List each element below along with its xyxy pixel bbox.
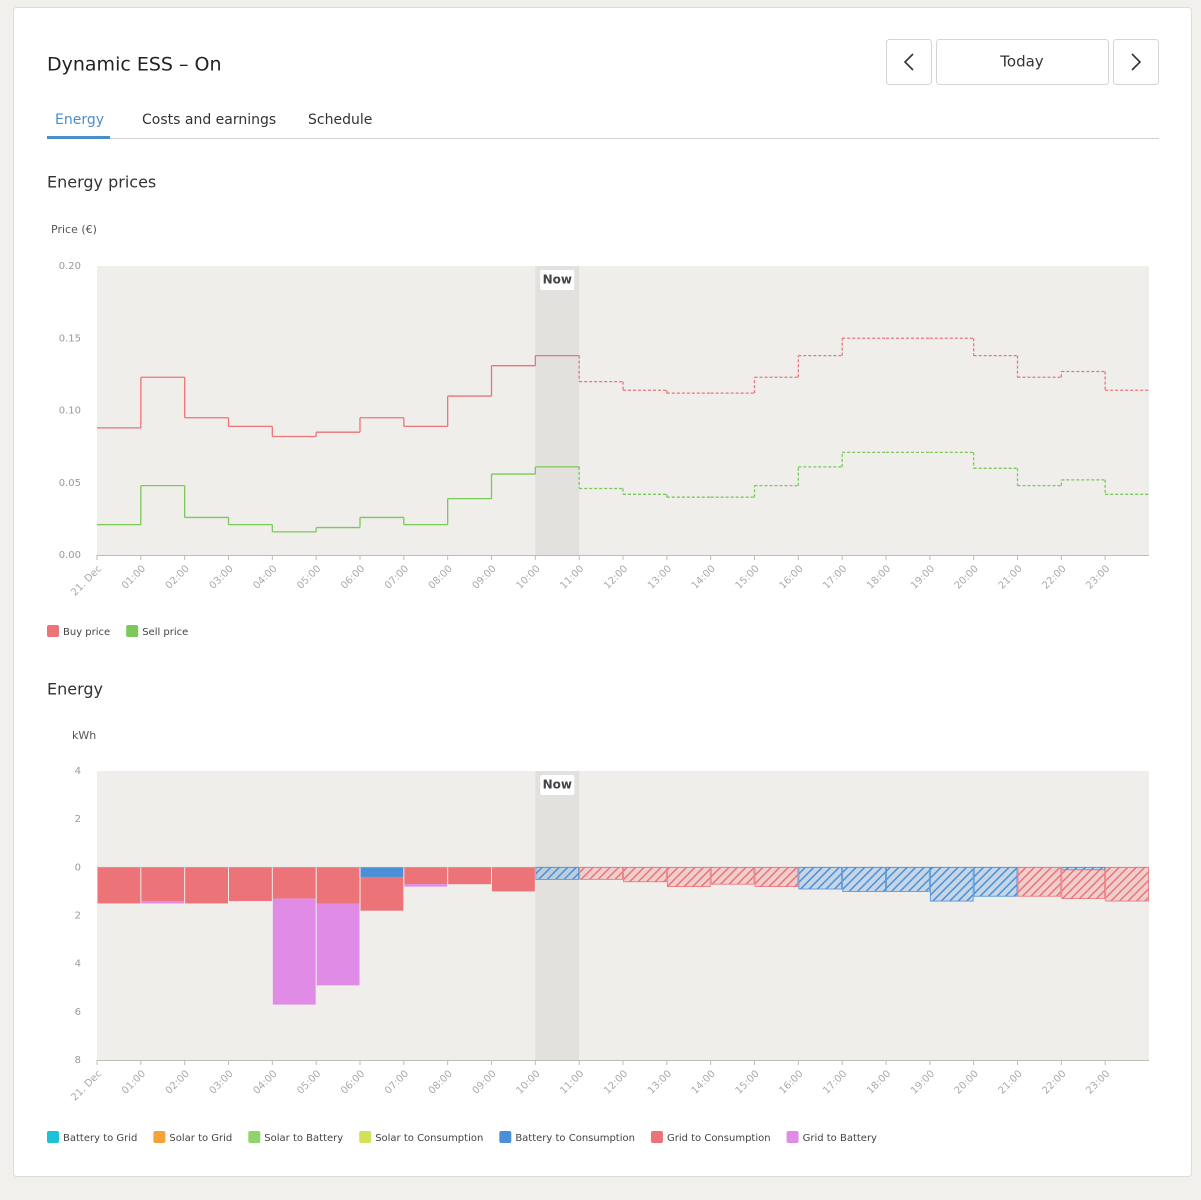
now-badge	[540, 270, 575, 290]
now-badge	[540, 775, 575, 795]
energy-bar	[886, 866, 930, 892]
energy-bar	[929, 866, 974, 902]
now-band	[535, 771, 580, 1060]
energy-bar	[1017, 866, 1062, 897]
legend-swatch	[47, 1131, 59, 1143]
legend-label: Sell price	[142, 627, 188, 638]
energy-bar	[448, 867, 491, 885]
y-tick-label: 0.05	[59, 478, 81, 489]
y-tick-label: 4	[75, 766, 81, 777]
tab[interactable]: Schedule	[308, 112, 372, 128]
energy-bar	[579, 866, 623, 880]
y-tick-label: 2	[75, 911, 81, 922]
energy-bar	[973, 866, 1018, 897]
page-title: Dynamic ESS – On	[47, 54, 222, 76]
y-tick-label: 0.15	[59, 333, 81, 344]
energy-bar	[97, 867, 141, 904]
energy-bar	[360, 867, 404, 877]
y-tick-label: 6	[75, 1007, 81, 1018]
plot-area	[97, 771, 1149, 1060]
energy-bar	[404, 867, 448, 885]
y-axis-label: Price (€)	[51, 223, 97, 236]
legend-label: Battery to Grid	[63, 1133, 137, 1144]
plot-area	[97, 266, 1149, 555]
energy-bar	[798, 866, 843, 890]
energy-bar	[141, 901, 185, 904]
legend-swatch	[248, 1131, 261, 1143]
legend-swatch	[126, 625, 139, 637]
energy-bar	[666, 866, 711, 887]
legend-swatch	[650, 1131, 663, 1143]
legend-label: Grid to Battery	[803, 1133, 877, 1144]
now-label: Now	[543, 778, 572, 792]
prev-button-box[interactable]	[886, 39, 932, 85]
energy-bar	[710, 866, 755, 885]
energy-bar	[623, 866, 667, 883]
energy-bar	[272, 867, 316, 899]
legend-label: Battery to Consumption	[515, 1133, 635, 1144]
energy-bar	[535, 866, 580, 880]
y-tick-label: 0	[75, 862, 81, 873]
date-button-box[interactable]	[936, 39, 1109, 85]
legend-label: Solar to Grid	[169, 1133, 232, 1144]
y-tick-label: 0.10	[59, 406, 81, 417]
legend-swatch	[499, 1131, 512, 1143]
tab[interactable]: Costs and earnings	[142, 112, 276, 128]
prev-icon	[903, 53, 914, 71]
now-label: Now	[543, 273, 572, 287]
now-band	[535, 266, 580, 555]
energy-bar	[1061, 869, 1106, 900]
next-icon	[1131, 53, 1142, 71]
y-tick-label: 2	[75, 814, 81, 825]
energy-bar	[185, 867, 228, 904]
legend-label: Grid to Consumption	[667, 1133, 771, 1144]
energy-bar	[316, 903, 360, 986]
section-title: Energy prices	[47, 173, 156, 192]
next-button-box[interactable]	[1113, 39, 1159, 85]
legend-swatch	[786, 1131, 799, 1143]
y-tick-label: 4	[75, 959, 81, 970]
next-button[interactable]	[1113, 39, 1159, 85]
legend-swatch	[47, 625, 59, 637]
legend-swatch	[359, 1131, 372, 1143]
date-button-label[interactable]: Today	[999, 53, 1044, 71]
energy-bar	[1105, 866, 1149, 902]
y-tick-label: 0.20	[59, 261, 81, 272]
energy-bar	[404, 884, 448, 887]
prev-button[interactable]	[886, 39, 932, 85]
energy-bar	[316, 867, 360, 904]
legend-swatch	[153, 1131, 166, 1143]
legend-label: Buy price	[63, 627, 110, 638]
legend-label: Solar to Battery	[264, 1133, 343, 1144]
y-tick-label: 8	[75, 1055, 81, 1066]
y-axis-label: kWh	[72, 729, 96, 742]
active-tab-underline	[47, 136, 110, 139]
date-button[interactable]: Today	[936, 39, 1109, 85]
y-tick-label: 0.00	[59, 550, 81, 561]
energy-bar	[492, 867, 535, 892]
energy-bar	[360, 876, 404, 911]
energy-bar	[842, 866, 886, 892]
energy-bar	[754, 866, 799, 887]
energy-bar	[229, 867, 272, 902]
section-title: Energy	[47, 680, 103, 699]
energy-bar	[272, 898, 316, 1005]
energy-bar	[141, 867, 185, 902]
legend-label: Solar to Consumption	[375, 1133, 483, 1144]
tab[interactable]: Energy	[55, 112, 104, 128]
